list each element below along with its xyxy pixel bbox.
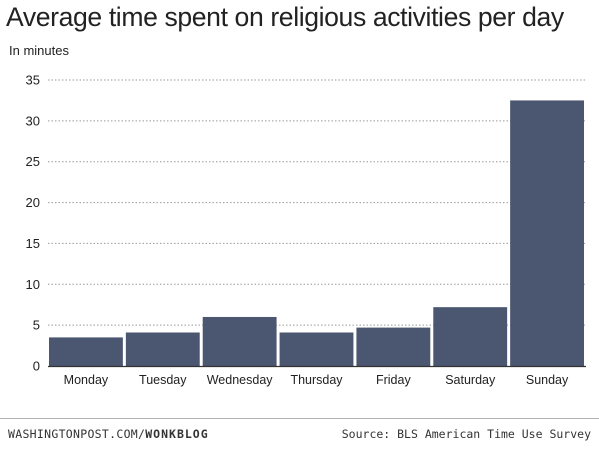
y-tick-label: 0 bbox=[33, 359, 40, 374]
y-tick-label: 20 bbox=[26, 195, 40, 210]
bar-monday bbox=[49, 337, 123, 366]
x-tick-label: Monday bbox=[64, 373, 109, 387]
credit-prefix: WASHINGTONPOST.COM/ bbox=[8, 427, 146, 441]
x-tick-label: Friday bbox=[376, 373, 411, 387]
x-tick-label: Wednesday bbox=[207, 373, 274, 387]
y-tick-label: 5 bbox=[33, 318, 40, 333]
bar-sunday bbox=[510, 100, 584, 366]
x-tick-label: Tuesday bbox=[139, 373, 187, 387]
gridlines bbox=[48, 79, 586, 326]
bar-wednesday bbox=[202, 316, 277, 366]
x-tick-label: Sunday bbox=[526, 373, 569, 387]
bar-chart: 0 5 10 15 20 25 30 35 Monday Tuesday Wednesday Thu… bbox=[26, 73, 586, 387]
x-tick-label: Saturday bbox=[445, 373, 496, 387]
y-tick-label: 25 bbox=[26, 154, 40, 169]
footer-divider bbox=[0, 418, 599, 419]
bar-tuesday bbox=[125, 332, 200, 366]
y-tick-label: 35 bbox=[26, 73, 40, 88]
bar-thursday bbox=[279, 332, 354, 366]
publisher-credit: WASHINGTONPOST.COM/WONKBLOG bbox=[8, 427, 209, 441]
y-axis-unit-label: In minutes bbox=[9, 43, 69, 58]
x-tick-label: Thursday bbox=[290, 373, 343, 387]
y-tick-label: 15 bbox=[26, 236, 40, 251]
y-tick-label: 30 bbox=[26, 113, 40, 128]
chart-title: Average time spent on religious activiti… bbox=[6, 2, 564, 32]
bars bbox=[48, 100, 586, 368]
y-axis-ticks: 0 5 10 15 20 25 30 35 bbox=[26, 73, 40, 374]
source-note: Source: BLS American Time Use Survey bbox=[341, 427, 591, 441]
x-axis-ticks: Monday Tuesday Wednesday Thursday Friday Satu… bbox=[64, 373, 569, 387]
credit-suffix: WONKBLOG bbox=[145, 427, 209, 441]
y-tick-label: 10 bbox=[26, 277, 40, 292]
bar-friday bbox=[356, 327, 431, 366]
bar-saturday bbox=[433, 307, 508, 366]
